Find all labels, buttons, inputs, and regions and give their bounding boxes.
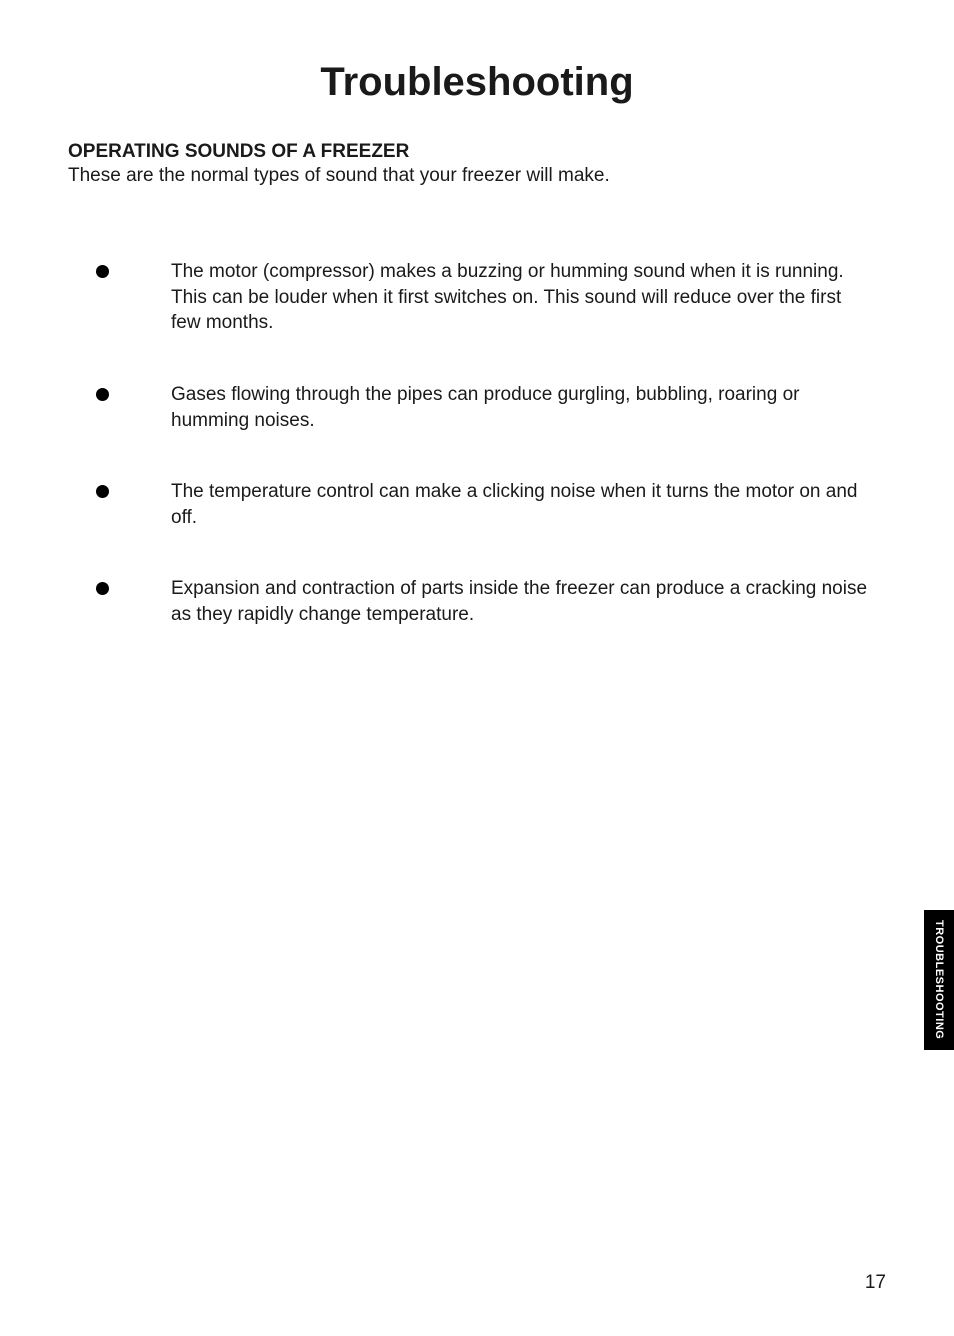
bullet-icon <box>96 582 109 595</box>
list-item: Gases flowing through the pipes can prod… <box>96 382 886 433</box>
page-title: Troubleshooting <box>68 60 886 105</box>
intro-text: These are the normal types of sound that… <box>68 165 886 187</box>
document-page: Troubleshooting OPERATING SOUNDS OF A FR… <box>0 0 954 1336</box>
list-item: The temperature control can make a click… <box>96 479 886 530</box>
list-item: Expansion and contraction of parts insid… <box>96 576 886 627</box>
bullet-icon <box>96 265 109 278</box>
bullet-text: The motor (compressor) makes a buzzing o… <box>171 259 886 336</box>
page-number: 17 <box>865 1272 886 1294</box>
section-heading: OPERATING SOUNDS OF A FREEZER <box>68 141 886 163</box>
bullet-icon <box>96 485 109 498</box>
bullet-text: The temperature control can make a click… <box>171 479 886 530</box>
section-tab: TROUBLESHOOTING <box>924 910 954 1050</box>
bullet-text: Gases flowing through the pipes can prod… <box>171 382 886 433</box>
list-item: The motor (compressor) makes a buzzing o… <box>96 259 886 336</box>
section-tab-label: TROUBLESHOOTING <box>933 920 945 1039</box>
bullet-icon <box>96 388 109 401</box>
bullet-list: The motor (compressor) makes a buzzing o… <box>68 259 886 628</box>
bullet-text: Expansion and contraction of parts insid… <box>171 576 886 627</box>
